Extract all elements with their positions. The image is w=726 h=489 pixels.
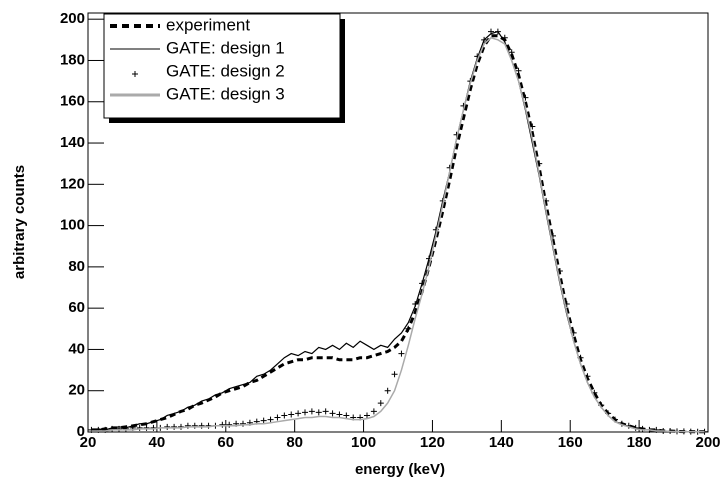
y-tick-label: 200 [60, 10, 85, 27]
data-point [322, 408, 329, 415]
x-tick-label: 20 [80, 434, 97, 451]
data-point [398, 350, 405, 357]
data-point [329, 410, 336, 417]
x-tick-label: 120 [420, 434, 445, 451]
data-point [315, 409, 322, 416]
x-tick-label: 100 [351, 434, 376, 451]
y-tick-label: 60 [68, 299, 85, 316]
plot-frame [87, 12, 709, 433]
x-tick-label: 140 [489, 434, 514, 451]
legend: experiment GATE: design 1 GATE: design 2 GA… [103, 13, 345, 123]
data-point [515, 67, 522, 74]
y-tick-label: 40 [68, 340, 85, 357]
data-point [274, 414, 281, 421]
data-point [501, 34, 508, 41]
data-point [412, 301, 419, 308]
legend-label: GATE: design 2 [166, 61, 285, 80]
data-point [364, 412, 370, 419]
x-tick-label: 160 [558, 434, 583, 451]
data-point [95, 426, 102, 433]
data-point [481, 36, 488, 43]
x-tick-label: 80 [286, 434, 303, 451]
data-point [343, 412, 350, 419]
x-axis-label: energy (keV) [355, 461, 445, 478]
data-point [116, 425, 122, 432]
x-tick-label: 180 [627, 434, 652, 451]
data-point [164, 423, 171, 430]
data-point [143, 424, 150, 431]
legend-symbol [132, 71, 138, 77]
data-point [109, 425, 116, 432]
data-point [136, 424, 143, 431]
data-point [391, 371, 398, 378]
data-point [267, 416, 274, 423]
data-point [226, 421, 233, 428]
y-tick-label: 20 [68, 382, 85, 399]
x-tick-label: 200 [695, 434, 720, 451]
legend-label: GATE: design 1 [166, 38, 285, 57]
x-tick-label: 40 [149, 434, 166, 451]
data-point [281, 412, 288, 419]
legend-label: experiment [166, 15, 250, 34]
data-point [171, 423, 178, 430]
data-point [191, 422, 198, 429]
data-point [494, 28, 501, 35]
data-point [384, 387, 391, 394]
x-tick-label: 60 [217, 434, 234, 451]
y-axis-label: arbitrary counts [11, 165, 28, 279]
data-point [184, 422, 191, 429]
data-point [302, 409, 308, 416]
y-tick-label: 0 [77, 423, 85, 440]
legend-label: GATE: design 3 [166, 84, 285, 103]
data-point [508, 49, 515, 56]
data-point [405, 325, 412, 332]
data-point [288, 411, 295, 418]
y-tick-label: 160 [60, 93, 85, 110]
data-point [198, 422, 205, 429]
data-point [240, 420, 246, 427]
data-point [260, 417, 267, 424]
data-point [488, 28, 494, 35]
data-point [370, 408, 377, 415]
y-tick-label: 120 [60, 175, 85, 192]
y-tick-label: 100 [60, 217, 85, 234]
data-point [336, 411, 343, 418]
y-tick-label: 180 [60, 51, 85, 68]
data-point [295, 410, 302, 417]
series-line [91, 34, 705, 434]
data-point [308, 408, 315, 415]
y-tick-label: 140 [60, 134, 85, 151]
data-point [219, 421, 226, 428]
data-point [122, 425, 129, 432]
series-line [91, 36, 705, 433]
data-point [377, 400, 384, 407]
y-tick-label: 80 [68, 258, 85, 275]
legend-box [103, 13, 341, 119]
data-point [88, 426, 95, 433]
